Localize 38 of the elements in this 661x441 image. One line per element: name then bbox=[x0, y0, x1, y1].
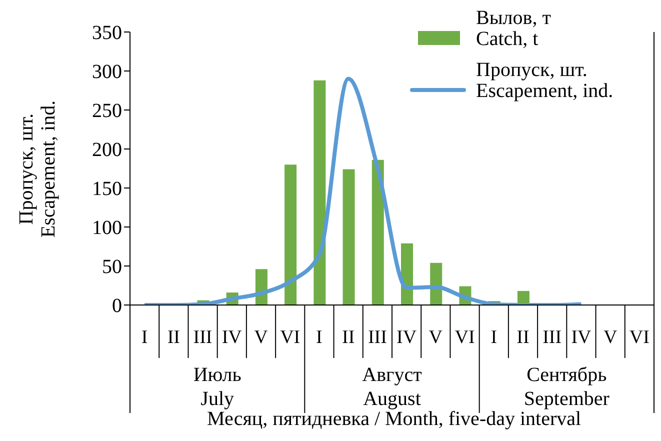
y-tick-label: 150 bbox=[92, 178, 122, 200]
y-tick-label: 250 bbox=[92, 100, 122, 122]
bar bbox=[401, 243, 413, 305]
legend-label: Вылов, т Catch, t bbox=[476, 7, 551, 50]
x-tick-label: IV bbox=[396, 327, 417, 348]
x-tick-label: VI bbox=[629, 327, 650, 348]
bar bbox=[372, 160, 384, 305]
y-tick-label: 350 bbox=[92, 22, 122, 44]
bar bbox=[284, 164, 297, 305]
x-tick-label: I bbox=[490, 327, 498, 348]
bar bbox=[314, 80, 326, 305]
bar bbox=[342, 169, 355, 305]
x-tick-label: II bbox=[516, 327, 530, 348]
y-tick-label: 200 bbox=[92, 139, 122, 162]
legend-label: Пропуск, шт. Escapement, ind. bbox=[476, 59, 614, 102]
x-tick-label: VI bbox=[454, 327, 475, 348]
x-tick-label: III bbox=[542, 327, 562, 348]
y-tick-label: 100 bbox=[92, 217, 122, 240]
x-tick-label: II bbox=[342, 327, 355, 348]
text: Июль July bbox=[193, 364, 242, 410]
y-tick-label: 0 bbox=[112, 295, 122, 318]
x-tick-label: V bbox=[254, 327, 268, 348]
x-tick-label: IV bbox=[571, 327, 592, 348]
x-tick-label: V bbox=[428, 327, 443, 348]
x-tick-label: I bbox=[316, 327, 322, 348]
x-tick-label: II bbox=[167, 327, 180, 348]
x-tick-label: IV bbox=[222, 327, 242, 348]
y-tick-label: 50 bbox=[102, 256, 122, 278]
text: Сентябрь September bbox=[524, 364, 610, 410]
text: Август August bbox=[362, 364, 422, 410]
x-tick-label: III bbox=[193, 327, 212, 348]
x-tick-label: III bbox=[368, 327, 387, 348]
x-tick-label: VI bbox=[280, 327, 300, 348]
x-axis-title: Месяц, пятидневка / Month, five-day interval bbox=[206, 408, 582, 431]
y-tick-label: 300 bbox=[92, 61, 122, 84]
y-axis-title: Пропуск, шт. Escapement, ind. bbox=[16, 100, 60, 238]
x-tick-label: V bbox=[603, 327, 618, 348]
x-tick-label: I bbox=[141, 327, 148, 348]
